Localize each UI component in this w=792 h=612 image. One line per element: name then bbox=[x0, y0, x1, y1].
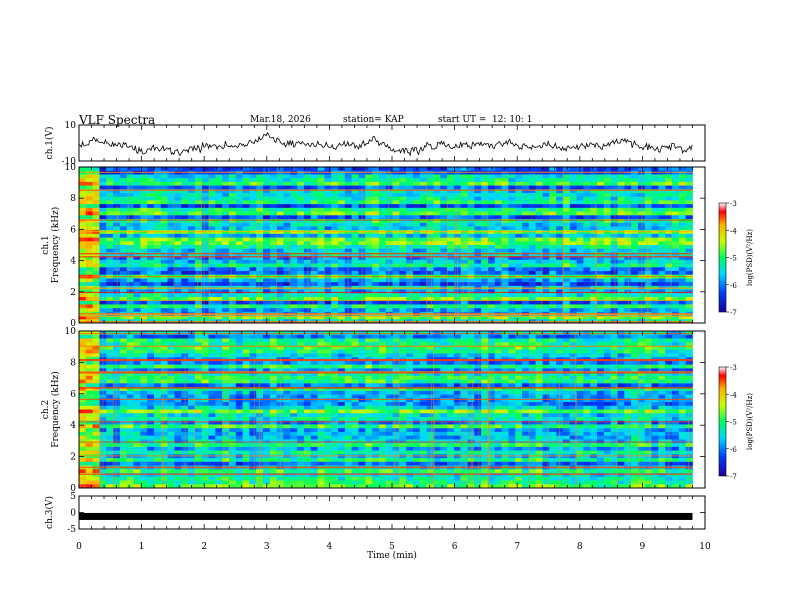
y-tick-label: 6 bbox=[70, 225, 76, 235]
colorbar-tick-label: -4 bbox=[730, 227, 737, 235]
colorbar-tick-label: -4 bbox=[730, 391, 737, 399]
x-tick-label: 5 bbox=[389, 542, 395, 552]
colorbar-2 bbox=[718, 366, 727, 477]
y-tick-label: 8 bbox=[70, 194, 76, 204]
colorbar-tick-label: -6 bbox=[730, 446, 737, 454]
y-axis-label: ch.3(V) bbox=[44, 496, 55, 529]
x-tick-label: 10 bbox=[699, 542, 711, 552]
start-ut-value: 12: 10: 1 bbox=[492, 115, 533, 125]
y-tick-label: 4 bbox=[70, 421, 76, 431]
y-tick-label: 10 bbox=[65, 163, 77, 173]
y-tick-label: 10 bbox=[65, 327, 77, 337]
x-axis-label: Time (min) bbox=[367, 550, 417, 561]
colorbar-tick-label: -7 bbox=[730, 309, 737, 317]
y-tick-label: 8 bbox=[70, 358, 76, 368]
y-tick-label: 4 bbox=[70, 257, 76, 267]
chart-title: VLF Spectra bbox=[79, 113, 156, 127]
y-tick-label: 10 bbox=[65, 121, 77, 131]
start-ut-label: start UT = bbox=[438, 115, 487, 125]
station-label: station= KAP bbox=[343, 115, 404, 125]
ch1-waveform-line bbox=[78, 132, 693, 157]
x-tick-label: 3 bbox=[264, 542, 270, 552]
colorbar-tick-label: -5 bbox=[730, 419, 737, 427]
y-tick-label: 5 bbox=[70, 492, 76, 502]
x-tick-label: 6 bbox=[452, 542, 458, 552]
y-tick-label: 0 bbox=[70, 319, 76, 329]
y-tick-label: 2 bbox=[70, 288, 76, 298]
colorbar-tick-label: -6 bbox=[730, 282, 737, 290]
panel-frame-1 bbox=[78, 124, 706, 162]
x-tick-label: 4 bbox=[327, 542, 333, 552]
x-tick-label: 7 bbox=[514, 542, 520, 552]
colorbar-tick-label: -5 bbox=[730, 255, 737, 263]
channel-label: ch.2 bbox=[41, 400, 51, 419]
channel-label: ch.1 bbox=[41, 235, 51, 254]
y-tick-label: 0 bbox=[70, 484, 76, 494]
colorbar-tick-label: -3 bbox=[730, 200, 737, 208]
x-tick-label: 0 bbox=[76, 542, 82, 552]
y-axis-label: Frequency (kHz) bbox=[50, 207, 61, 284]
x-tick-label: 8 bbox=[577, 542, 583, 552]
y-tick-label: -10 bbox=[62, 157, 77, 167]
colorbar-label: log(PSD)(V²/Hz) bbox=[746, 393, 754, 450]
ch3-waveform-band bbox=[79, 512, 693, 520]
x-tick-label: 9 bbox=[640, 542, 646, 552]
colorbar-1 bbox=[718, 202, 727, 313]
y-tick-label: 0 bbox=[70, 509, 76, 519]
ch2-spectrogram-image bbox=[79, 331, 693, 489]
y-tick-label: -5 bbox=[67, 525, 76, 535]
y-axis-label: Frequency (kHz) bbox=[50, 371, 61, 448]
y-axis-label: ch.1(V) bbox=[44, 127, 55, 160]
colorbar-tick-label: -3 bbox=[730, 364, 737, 372]
colorbar-label: log(PSD)(V²/Hz) bbox=[746, 229, 754, 286]
x-tick-label: 1 bbox=[139, 542, 145, 552]
colorbar-tick-label: -7 bbox=[730, 473, 737, 481]
ch1-spectrogram-image bbox=[79, 167, 693, 324]
date-label: Mar.18, 2026 bbox=[250, 115, 311, 125]
y-tick-label: 6 bbox=[70, 390, 76, 400]
x-tick-label: 2 bbox=[201, 542, 207, 552]
y-tick-label: 2 bbox=[70, 453, 76, 463]
